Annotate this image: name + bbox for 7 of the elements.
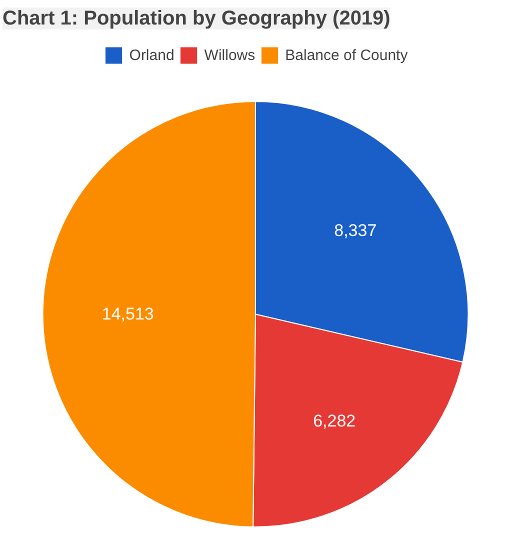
data-label: 14,513 <box>102 304 154 324</box>
legend-label: Orland <box>129 46 174 64</box>
legend-label: Willows <box>204 46 256 64</box>
chart-title: Chart 1: Population by Geography (2019) <box>2 8 390 30</box>
data-label: 8,337 <box>334 221 377 240</box>
data-label: 6,282 <box>313 411 356 430</box>
legend-label: Balance of County <box>285 46 408 64</box>
